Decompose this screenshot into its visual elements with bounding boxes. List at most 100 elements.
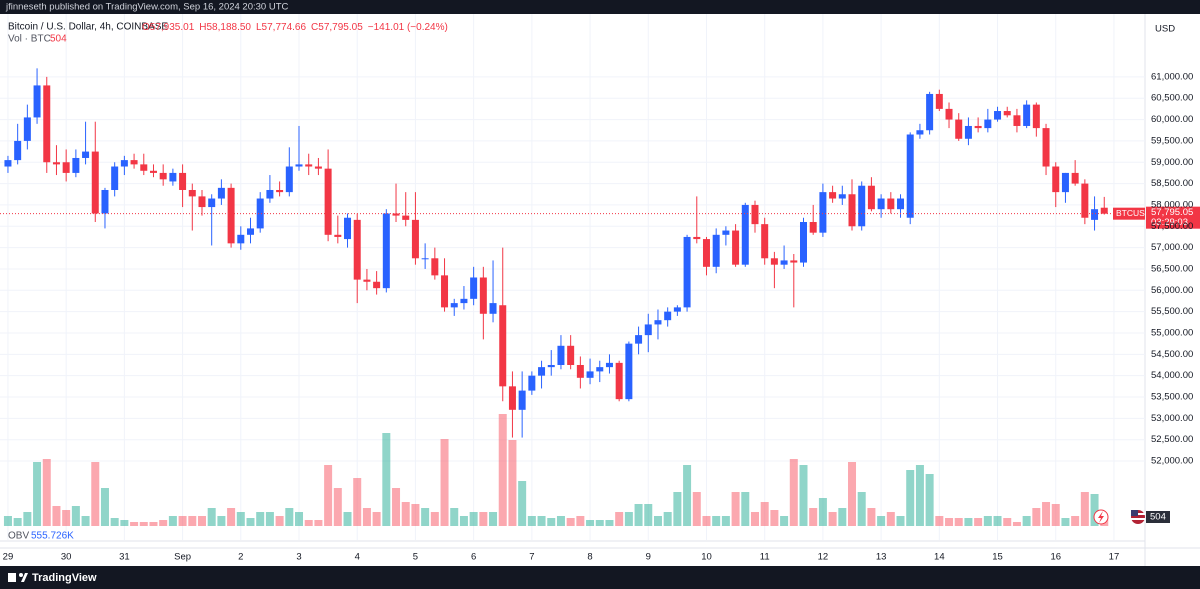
currency: USD [1155,24,1175,35]
volume-bar [236,512,245,526]
candle-body [324,168,332,235]
volume-bar [1051,504,1060,526]
x-tick-label: 29 [3,552,14,563]
volume-tag-label: 504 [1150,512,1166,523]
candle-body [906,134,914,218]
volume-bar [246,518,255,526]
indicator-name: OBV [8,531,29,542]
volume-bar [159,520,168,526]
symbol-tag [1113,207,1145,220]
volume-bar [139,522,148,526]
volume-bar [110,518,119,526]
volume-bar [877,516,886,526]
candle-body [411,219,419,259]
candle-body [4,160,12,167]
candle-body [208,198,216,208]
candle-body [344,217,352,240]
candle-body [702,239,710,267]
candle-body [14,140,22,161]
candle-body [858,185,866,227]
candle-body [421,258,429,260]
candle-body [683,236,691,308]
volume-bar [1080,492,1089,526]
brand: TradingView [32,572,97,584]
volume-bar [401,502,410,526]
volume-bar [411,504,420,526]
candle-body [91,151,99,214]
x-tick-label: 2 [238,552,243,563]
volume-bar [828,512,837,526]
volume-bar [818,498,827,526]
candle-body [838,194,846,199]
y-tick-label: 52,500.00 [1151,434,1193,445]
volume-bar [62,510,71,526]
price-tag [1146,206,1200,229]
candle-body [1013,115,1021,126]
alert-icon[interactable] [1093,509,1109,525]
candle-body [780,260,788,265]
candle-body [935,93,943,109]
x-tick-label: 30 [61,552,72,563]
candle-body [1032,104,1040,129]
volume-bar [945,518,954,526]
legend-value: −141.01 (−0.24%) [368,22,448,33]
attribution: jfinneseth published on TradingView.com,… [5,2,289,13]
candle-body [625,343,633,400]
candle-body [499,305,507,387]
candle-body [198,196,206,208]
volume-bar [731,492,740,526]
volume-bar [333,488,342,526]
volume-bar [683,465,692,526]
y-tick-label: 53,000.00 [1151,413,1193,424]
volume-bar [469,512,478,526]
candle-body [363,279,371,282]
volume-bar [537,516,546,526]
y-tick-label: 55,500.00 [1151,306,1193,317]
candle-body [547,364,555,368]
candle-body [916,130,924,135]
x-tick-label: 5 [413,552,418,563]
candle-body [867,185,875,210]
volume-bar [130,522,139,526]
x-tick-label: 16 [1050,552,1061,563]
volume-bar [324,465,333,526]
candle-body [450,303,458,308]
candle-body [217,187,225,199]
candle-body [120,160,128,167]
symbol-label: BTCUSD [1116,208,1151,218]
volume-bar [983,516,992,526]
volume-bar [256,512,265,526]
volume-bar [42,459,51,526]
candle-body [33,85,41,118]
volume-bar [440,439,449,526]
volume-bar [663,512,672,526]
volume-bar [13,518,22,526]
volume-bar [586,520,595,526]
y-tick-label: 58,500.00 [1151,178,1193,189]
candle-body [984,119,992,129]
x-tick-label: 12 [818,552,829,563]
candle-body [1042,128,1050,167]
indicator-value: 555.726K [31,531,74,542]
price-label: 57,795.05 [1151,207,1193,218]
volume-bar [906,470,915,526]
volume [3,414,1109,526]
volume-bar [1042,502,1051,526]
candle-body [52,162,60,165]
candle-body [741,204,749,265]
volume-bar [780,516,789,526]
x-tick-label: 14 [934,552,945,563]
x-tick-label: 7 [529,552,534,563]
candles [4,68,1108,438]
y-tick-label: 61,000.00 [1151,71,1193,82]
volume-bar [760,502,769,526]
candle-body [809,222,817,233]
candle-body [576,364,584,378]
candle-body [848,194,856,227]
volume-bar [450,508,459,526]
volume-bar [750,512,759,526]
volume-bar [275,516,284,526]
volume-bar [479,512,488,526]
candle-body [382,213,390,289]
volume-bar [673,492,682,526]
